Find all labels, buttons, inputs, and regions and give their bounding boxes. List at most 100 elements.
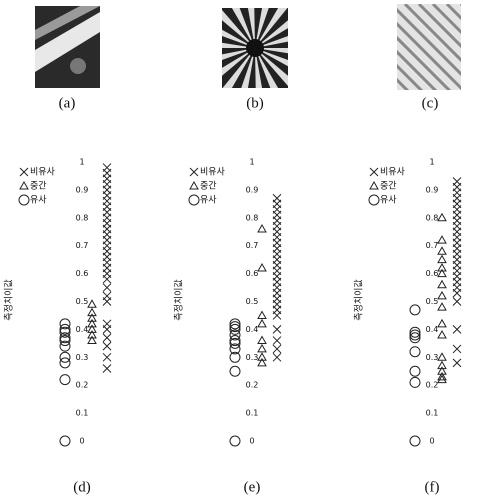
y-tick-label: 1 <box>429 158 434 167</box>
x-marker <box>103 298 111 306</box>
y-tick-label: 0.3 <box>76 353 89 362</box>
y-tick-label: 0.9 <box>246 185 259 194</box>
triangle-marker <box>438 320 446 327</box>
y-tick-label: 1 <box>79 158 84 167</box>
y-tick-label: 0.4 <box>246 325 259 334</box>
circle-marker <box>230 366 240 376</box>
y-tick-label: 0.2 <box>76 381 89 390</box>
circle-marker <box>60 436 70 446</box>
legend-marker <box>189 195 199 205</box>
y-tick-label: 0.3 <box>246 353 259 362</box>
x-marker <box>273 337 281 345</box>
circle-marker <box>60 358 70 368</box>
y-tick-label: 0.7 <box>426 241 439 250</box>
circle-marker <box>410 305 420 315</box>
triangle-marker <box>258 345 266 352</box>
circle-marker <box>230 319 240 329</box>
circle-marker <box>410 366 420 376</box>
x-marker <box>103 353 111 361</box>
triangle-marker <box>258 225 266 232</box>
legend-marker <box>190 182 198 189</box>
legend-label: 비유사 <box>200 167 226 178</box>
x-marker <box>103 284 111 292</box>
x-marker <box>273 311 281 319</box>
x-marker <box>453 345 461 353</box>
legend-marker <box>369 195 379 205</box>
y-tick-label: 0 <box>429 437 434 446</box>
triangle-marker <box>438 281 446 288</box>
y-tick-label: 0 <box>249 437 254 446</box>
legend-marker <box>20 182 28 189</box>
y-tick-label: 0.7 <box>246 241 259 250</box>
y-tick-label: 0.2 <box>246 381 259 390</box>
y-axis-label: 측정치이값 <box>353 279 365 320</box>
y-tick-label: 0.5 <box>76 297 89 306</box>
triangle-marker <box>438 247 446 254</box>
triangle-marker <box>438 331 446 338</box>
legend-marker <box>370 182 378 189</box>
triangle-marker <box>438 353 446 360</box>
x-marker <box>103 334 111 342</box>
triangle-marker <box>438 214 446 221</box>
y-tick-label: 0.5 <box>246 297 259 306</box>
legend-label: 비유사 <box>30 167 56 178</box>
circle-marker <box>410 436 420 446</box>
caption: (e) <box>244 479 261 495</box>
image-c <box>307 4 491 94</box>
legend-marker <box>20 168 28 176</box>
legend-label: 중간 <box>30 181 47 192</box>
stripe <box>307 4 397 94</box>
x-marker <box>273 325 281 333</box>
caption: (d) <box>73 479 91 495</box>
y-tick-label: 0.5 <box>426 297 439 306</box>
y-tick-label: 0.4 <box>76 325 89 334</box>
x-marker <box>453 359 461 367</box>
circle-marker <box>410 347 420 357</box>
triangle-marker <box>438 303 446 310</box>
y-tick-label: 0.9 <box>76 185 89 194</box>
x-marker <box>273 353 281 361</box>
y-tick-label: 0.8 <box>426 213 439 222</box>
triangle-marker <box>438 256 446 263</box>
image-a <box>35 6 100 88</box>
caption: (a) <box>59 95 76 111</box>
y-tick-label: 0.1 <box>246 409 259 418</box>
circle-marker <box>60 375 70 385</box>
stripe <box>461 4 491 94</box>
y-tick-label: 0.1 <box>76 409 89 418</box>
legend-label: 유사 <box>200 195 217 206</box>
stripe <box>475 4 491 94</box>
caption: (f) <box>425 479 440 495</box>
caption: (c) <box>422 95 439 111</box>
y-tick-label: 0.1 <box>426 409 439 418</box>
legend-label: 비유사 <box>380 167 406 178</box>
legend-label: 중간 <box>380 181 397 192</box>
y-tick-label: 1 <box>249 158 254 167</box>
y-tick-label: 0.9 <box>426 185 439 194</box>
triangle-marker <box>438 236 446 243</box>
circle-marker <box>60 352 70 362</box>
legend-marker <box>190 168 198 176</box>
circle-marker <box>230 324 240 334</box>
caption: (b) <box>246 95 264 111</box>
center <box>246 39 264 57</box>
circle-marker <box>410 327 420 337</box>
x-marker <box>453 298 461 306</box>
y-tick-label: 0.6 <box>76 269 89 278</box>
y-tick-label: 0.6 <box>426 269 439 278</box>
triangle-marker <box>88 300 96 307</box>
triangle-marker <box>438 292 446 299</box>
circle-marker <box>410 333 420 343</box>
x-marker <box>103 364 111 372</box>
figure: (a) (b) (c) 0 0.1 0.2 0.3 0.4 0.5 0.6 0.7 0.8 0.9… <box>0 0 491 497</box>
legend-label: 유사 <box>30 195 47 206</box>
x-marker <box>103 275 111 283</box>
triangle-marker <box>258 264 266 271</box>
x-marker <box>453 325 461 333</box>
triangle-marker <box>258 311 266 318</box>
y-tick-label: 0.6 <box>246 269 259 278</box>
y-tick-label: 0.8 <box>76 213 89 222</box>
y-tick-label: 0.4 <box>426 325 439 334</box>
triangle-marker <box>258 320 266 327</box>
y-tick-label: 0.2 <box>426 381 439 390</box>
